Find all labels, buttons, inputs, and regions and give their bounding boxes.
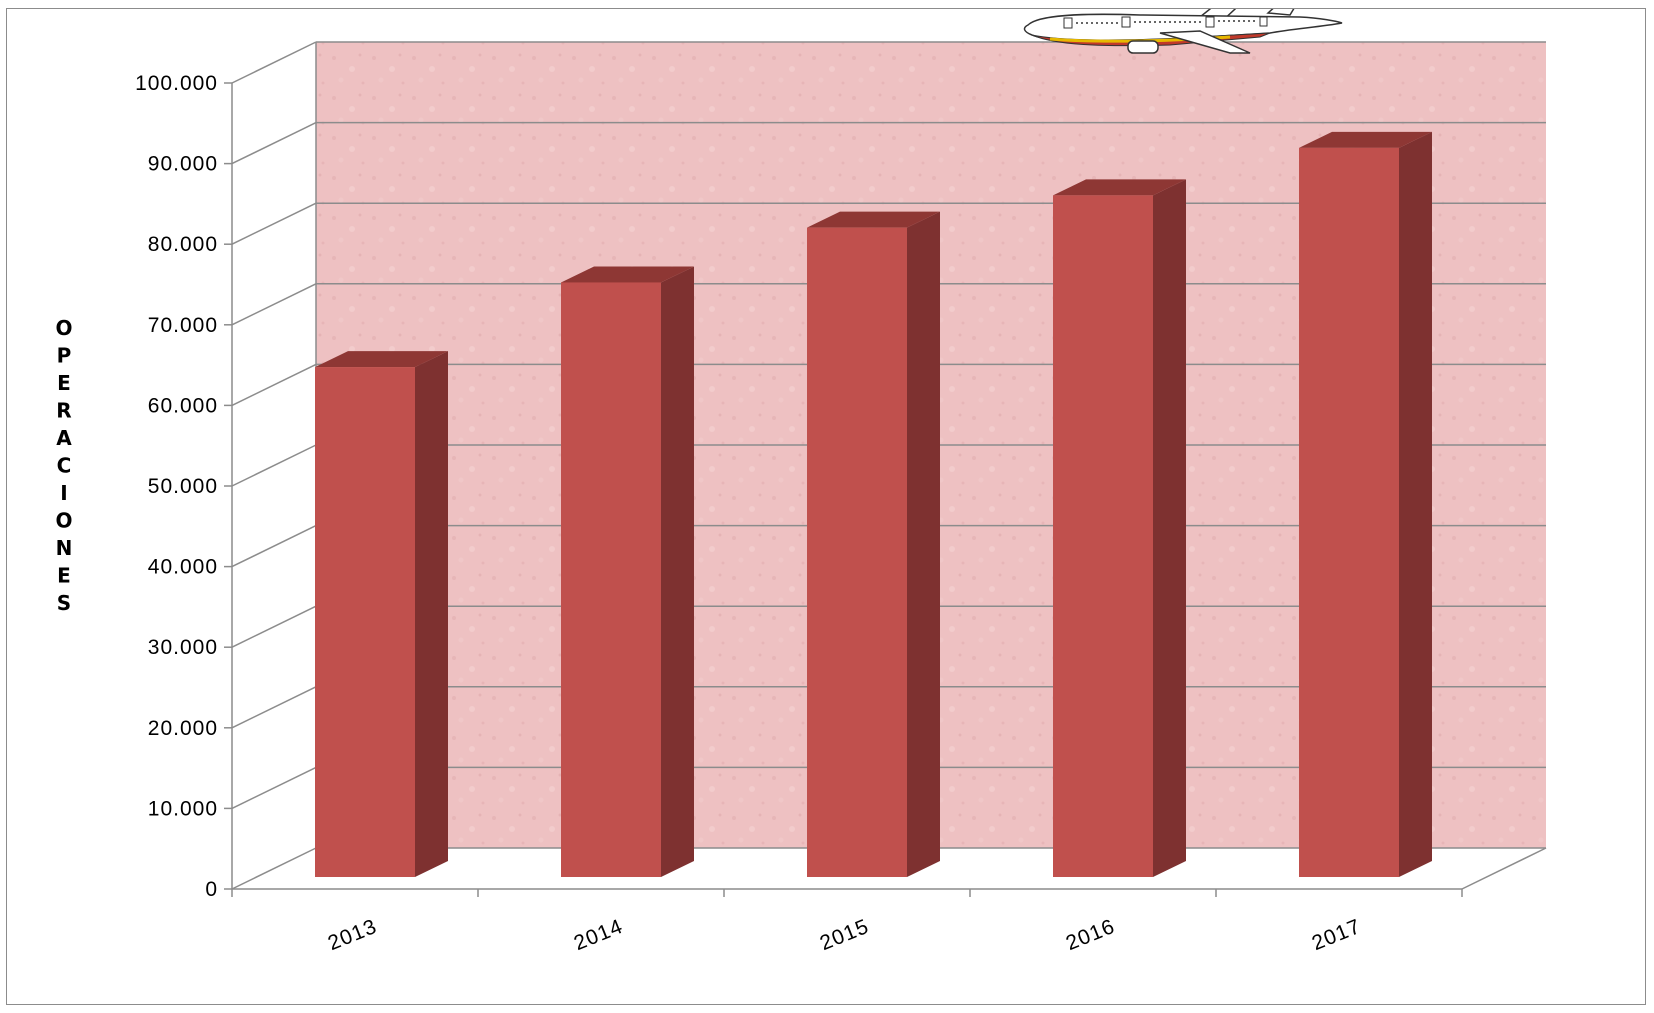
y-axis-label-letter: C: [57, 454, 72, 478]
bar-2016: [1053, 195, 1153, 878]
bar-2015: [807, 227, 907, 877]
x-axis-tick-labels: 2013 2014 2015 2016 2017: [325, 915, 1365, 955]
y-tick-label: 50.000: [148, 475, 218, 498]
chart-frame: 0 10.000 20.000 30.000 40.000 50.000 60.000 70.…: [6, 8, 1646, 1005]
y-tick-label: 90.000: [148, 153, 218, 176]
side-gridline: [231, 121, 317, 165]
bar-top-2016: [1053, 179, 1186, 196]
bar-side-2017: [1399, 131, 1432, 877]
bar-top-2017: [1299, 131, 1432, 148]
y-axis-label-letter: P: [57, 344, 72, 368]
side-gridline: [231, 524, 317, 568]
y-axis-label-letter: I: [60, 481, 67, 505]
bar-top-2013: [315, 351, 448, 368]
bar-chart: 0 10.000 20.000 30.000 40.000 50.000 60.000 70.…: [55, 9, 1547, 955]
floor-edge: [1461, 847, 1547, 890]
y-axis-label-letter: A: [56, 426, 72, 450]
bar-top-2015: [807, 211, 940, 228]
side-gridline: [231, 41, 317, 84]
x-tick-label: 2017: [1309, 915, 1365, 955]
side-gridline: [231, 766, 317, 810]
y-axis-label-letter: S: [57, 591, 71, 615]
y-tick-label: 30.000: [148, 636, 218, 659]
y-axis-label-letter: N: [56, 536, 73, 560]
bar-side-2014: [661, 266, 694, 877]
y-axis-tick-labels: 0 10.000 20.000 30.000 40.000 50.000 60.000 70.…: [135, 72, 218, 901]
side-gridline: [231, 283, 317, 326]
x-tick-label: 2015: [817, 915, 873, 955]
y-tick-label: 80.000: [148, 233, 218, 256]
bar-side-2013: [415, 351, 448, 877]
side-gridline: [231, 444, 317, 487]
y-tick-label: 100.000: [135, 72, 218, 95]
bar-2014: [561, 282, 661, 877]
y-axis-label-letter: E: [57, 564, 71, 588]
side-gridline: [231, 847, 317, 890]
y-axis-label-letter: O: [55, 316, 72, 340]
bar-side-2016: [1153, 179, 1186, 878]
side-gridline: [231, 605, 317, 648]
x-tick-label: 2014: [571, 915, 627, 955]
bar-side-2015: [907, 211, 940, 877]
side-gridline: [231, 202, 317, 245]
y-tick-label: 0: [205, 878, 218, 901]
y-axis-label-letter: R: [56, 399, 71, 423]
y-tick-label: 60.000: [148, 394, 218, 417]
side-gridline: [231, 363, 317, 407]
side-gridline: [231, 686, 317, 729]
y-tick-label: 10.000: [148, 797, 218, 820]
y-tick-label: 70.000: [148, 314, 218, 337]
y-axis-label-letter: E: [57, 371, 71, 395]
x-tick-label: 2016: [1063, 915, 1119, 955]
x-tick-label: 2013: [325, 915, 381, 955]
bar-2013: [315, 367, 415, 877]
bar-top-2014: [561, 266, 694, 283]
bars: [315, 131, 1432, 878]
bar-2017: [1299, 147, 1399, 877]
airplane-icon: [1023, 9, 1343, 54]
y-tick-label: 40.000: [148, 556, 218, 579]
y-axis-label-letter: O: [55, 509, 72, 533]
y-tick-label: 20.000: [148, 717, 218, 740]
